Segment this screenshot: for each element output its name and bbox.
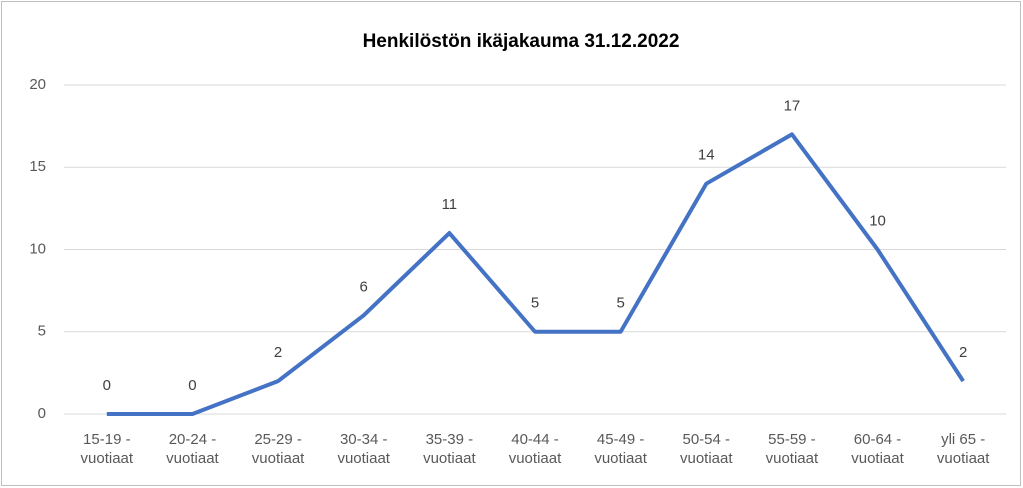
x-tick-label: 50-54 - vuotiaat — [679, 431, 733, 467]
x-tick-label: 45-49 - vuotiaat — [594, 431, 647, 467]
data-label: 2 — [274, 344, 282, 361]
x-tick-label: 25-29 - vuotiaat — [251, 431, 305, 467]
x-tick-label: 30-34 - vuotiaat — [337, 431, 390, 467]
x-tick-label: 40-44 - vuotiaat — [508, 431, 562, 467]
chart-title: Henkilöstön ikäjakauma 31.12.2022 — [363, 31, 680, 52]
data-label: 5 — [616, 295, 624, 312]
data-line — [106, 132, 965, 416]
y-tick-label: 10 — [29, 240, 46, 257]
data-label: 6 — [360, 278, 368, 295]
y-tick-label: 5 — [38, 323, 46, 340]
data-label: 5 — [531, 295, 539, 312]
x-tick-label: 60-64 - vuotiaat — [851, 431, 904, 467]
data-label: 17 — [784, 97, 801, 114]
data-label: 14 — [698, 147, 715, 164]
y-tick-label: 15 — [29, 158, 46, 175]
data-label: 0 — [103, 377, 111, 394]
y-tick-label: 20 — [29, 76, 46, 93]
data-label: 10 — [869, 212, 886, 229]
data-label: 11 — [442, 196, 458, 213]
data-label: 0 — [188, 377, 196, 394]
x-tick-label: 20-24 - vuotiaat — [166, 431, 219, 467]
x-tick-label: 15-19 - vuotiaat — [80, 431, 134, 467]
y-tick-label: 0 — [38, 405, 46, 422]
data-label: 2 — [959, 344, 967, 361]
x-tick-label: 35-39 - vuotiaat — [423, 431, 476, 467]
x-tick-label: 55-59 - vuotiaat — [765, 431, 819, 467]
x-tick-label: yli 65 - vuotiaat — [936, 431, 990, 467]
